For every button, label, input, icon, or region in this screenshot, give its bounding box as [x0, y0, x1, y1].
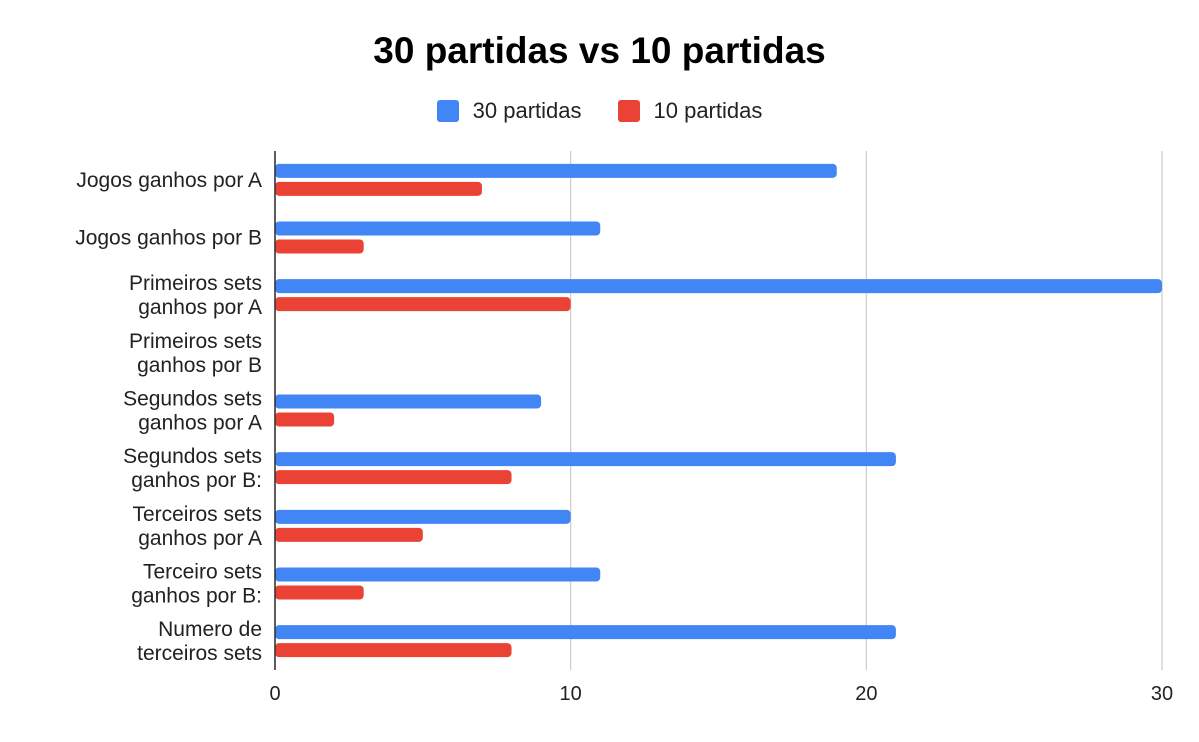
category-label-line: terceiros sets	[137, 642, 262, 665]
bar-series1-cat2	[275, 297, 571, 312]
bar-series1-cat4	[275, 412, 335, 427]
bar-series1-cat1	[275, 239, 364, 254]
category-label-line: Numero de	[158, 618, 262, 641]
bar-series0-cat7	[275, 567, 601, 582]
category-label-line: ganhos por A	[138, 527, 262, 550]
category-label-2: Primeiros sets ganhos por A	[129, 272, 262, 319]
legend-swatch-10-partidas	[617, 100, 640, 122]
category-label-line: Jogos ganhos por B	[75, 227, 262, 250]
category-label-line: Segundos sets	[123, 388, 262, 411]
category-label-line: Jogos ganhos por A	[76, 169, 262, 192]
legend: 30 partidas 10 partidas	[0, 98, 1199, 124]
legend-label-30-partidas: 30 partidas	[472, 98, 582, 123]
category-label-6: Terceiros sets ganhos por A	[132, 503, 262, 550]
legend-swatch-30-partidas	[436, 100, 459, 122]
category-label-7: Terceiro sets ganhos por B:	[131, 561, 262, 608]
category-label-line: Terceiro sets	[143, 561, 262, 584]
legend-item-30-partidas[interactable]: 30 partidas	[436, 98, 582, 124]
category-label-4: Segundos sets ganhos por A	[123, 388, 262, 435]
bar-series1-cat5	[275, 470, 512, 485]
bar-series0-cat2	[275, 279, 1162, 294]
category-label-line: Terceiros sets	[132, 503, 262, 526]
category-label-1: Jogos ganhos por B	[75, 227, 262, 250]
category-label-5: Segundos sets ganhos por B:	[123, 445, 262, 492]
category-label-line: ganhos por B:	[131, 469, 262, 492]
legend-item-10-partidas[interactable]: 10 partidas	[617, 98, 763, 124]
category-label-line: ganhos por B	[137, 354, 262, 377]
category-label-line: Segundos sets	[123, 445, 262, 468]
x-tick-label-20: 20	[855, 683, 877, 705]
bar-series1-cat0	[275, 181, 482, 196]
bar-series0-cat5	[275, 452, 896, 467]
category-label-line: Primeiros sets	[129, 272, 262, 295]
category-label-line: ganhos por A	[138, 412, 262, 435]
legend-label-10-partidas: 10 partidas	[653, 98, 763, 123]
bar-series0-cat0	[275, 163, 837, 178]
bar-series0-cat6	[275, 509, 571, 524]
category-label-line: ganhos por A	[138, 296, 262, 319]
bar-series0-cat8	[275, 625, 896, 640]
category-label-0: Jogos ganhos por A	[76, 169, 262, 192]
bar-series0-cat4	[275, 394, 542, 409]
category-label-line: Primeiros sets	[129, 330, 262, 353]
bar-series1-cat7	[275, 585, 364, 600]
bar-series1-cat6	[275, 527, 423, 542]
bar-series0-cat1	[275, 221, 601, 236]
x-tick-label-0: 0	[269, 683, 280, 705]
bar-series1-cat8	[275, 643, 512, 658]
category-label-line: ganhos por B:	[131, 585, 262, 608]
chart-title: 30 partidas vs 10 partidas	[373, 30, 826, 71]
x-tick-label-10: 10	[560, 683, 582, 705]
x-tick-label-30: 30	[1151, 683, 1173, 705]
category-label-3: Primeiros sets ganhos por B	[129, 330, 262, 377]
category-label-8: Numero de terceiros sets	[137, 618, 262, 665]
